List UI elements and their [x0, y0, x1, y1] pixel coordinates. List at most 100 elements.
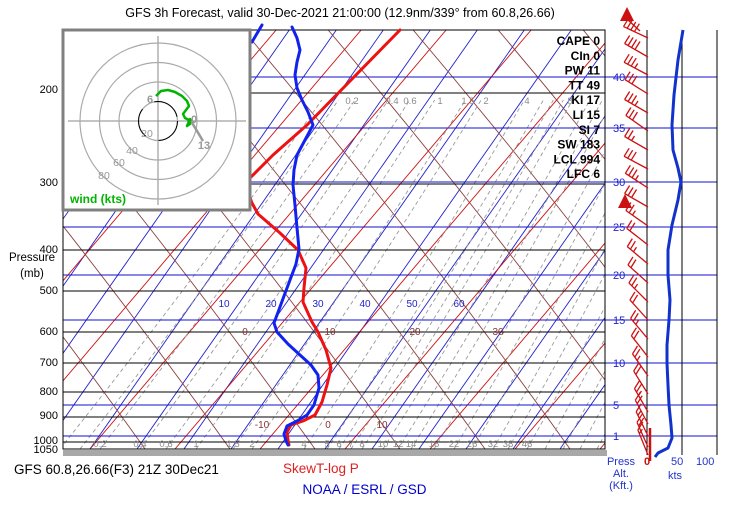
wind-barb-staff: [636, 422, 649, 448]
wind-barb-feather: [628, 167, 635, 176]
wind-barb: [623, 53, 649, 76]
pressure-tick-label: 700: [40, 357, 58, 369]
wind-barb-feather: [634, 41, 641, 50]
top-marker-tail: [627, 19, 641, 32]
wind-barb-feather: [631, 169, 638, 178]
hodograph-highlight-ring: [138, 101, 178, 141]
altitude-tick-label: 15: [613, 315, 625, 327]
wind-barb-half-feather: [634, 63, 639, 69]
dry-adiabat-line: [63, 119, 316, 449]
dry-adiabat-label: 10: [376, 420, 388, 431]
stability-index-value: LFC 6: [567, 167, 601, 181]
wind-barb-staff: [633, 388, 649, 413]
isotherm-line: [429, 242, 605, 449]
moist-adiabat-line: [371, 115, 605, 449]
altitude-tick-label: 5: [613, 400, 619, 412]
mixing-ratio-label: 1.5: [461, 96, 474, 107]
mixing-ratio-line: [63, 99, 323, 446]
isotherm-line: [0, 30, 21, 449]
hodograph-forecast-tail: [189, 120, 205, 142]
dry-adiabat-label: 10: [324, 327, 336, 338]
wind-barb-feather: [624, 71, 631, 81]
level-marker-triangle: [620, 7, 634, 21]
wind-barb-feather: [630, 259, 637, 268]
stability-index-value: SW 183: [557, 138, 600, 152]
wind-barb-feather: [624, 164, 631, 174]
level-marker-triangle: [618, 194, 632, 208]
wind-barb-feather: [628, 274, 635, 284]
mixing-ratio-line: [410, 114, 605, 449]
wind-barb: [625, 107, 649, 132]
wind-barb-feather: [628, 109, 635, 119]
wind-barb-feather: [632, 313, 639, 322]
stability-index-value: KI 17: [571, 93, 600, 107]
wind-barb-feather: [626, 238, 633, 247]
wind-barb: [624, 35, 649, 58]
dry-adiabat-label: 0: [242, 327, 248, 338]
wind-barb-staff: [625, 209, 649, 227]
mixing-ratio-label: 8: [567, 96, 572, 107]
wind-barb-feather: [627, 37, 634, 46]
wind-barb-feather: [630, 327, 637, 337]
moist-adiabat-line: [63, 30, 337, 422]
wind-barb: [623, 147, 649, 170]
wind-barb-staff: [630, 335, 649, 358]
moist-adiabat-line: [183, 30, 478, 449]
wind-barb: [626, 238, 649, 265]
wind-barb-feather: [631, 111, 638, 121]
wind-barb-feather: [630, 21, 637, 31]
hodograph-trace-label: 0: [191, 114, 197, 126]
wind-barb-feather: [624, 128, 631, 137]
wind-barb-half-feather: [635, 319, 640, 325]
wind-barb: [624, 185, 649, 208]
mixing-ratio-line: [79, 99, 339, 449]
wind-barb-feather: [624, 91, 631, 100]
wind-barb-feather: [629, 240, 636, 250]
wind-barb-staff: [634, 399, 649, 425]
wind-barb: [626, 220, 649, 246]
mixing-ratio-label: 32: [488, 439, 499, 450]
ground-bar: [63, 450, 607, 456]
wind-barb-feather: [627, 187, 634, 196]
moist-adiabat-line: [89, 30, 384, 449]
pressure-axis-title: Pressure: [8, 252, 56, 264]
mixing-ratio-label: 2: [249, 439, 254, 450]
moist-adiabat-label: 20: [265, 299, 277, 310]
wind-barb: [627, 256, 649, 284]
model-run-label: GFS 60.8,26.66(F3) 21Z 30Dec21: [14, 462, 219, 477]
mixing-ratio-label: 2: [483, 96, 488, 107]
wind-barb: [624, 91, 649, 114]
mixing-ratio-line: [326, 99, 544, 449]
wind-barb: [624, 128, 649, 151]
mixing-ratio-label: 0.2: [93, 439, 106, 450]
dewpoint-curve: [272, 25, 321, 447]
wind-barb-half-feather: [632, 246, 637, 253]
stability-index-value: PW 11: [565, 64, 601, 78]
mixing-ratio-label: 0.6: [403, 96, 416, 107]
stability-index-value: CIn 0: [571, 49, 601, 63]
mixing-ratio-label: 10: [378, 439, 389, 450]
hodograph-frame: [61, 28, 252, 212]
wind-barb-feather: [624, 185, 631, 194]
wind-barb-feather: [635, 383, 643, 393]
wind-barb-feather: [626, 19, 633, 29]
wind-barb-feather: [632, 294, 639, 304]
wind-barb-feather: [634, 391, 641, 401]
mixing-ratio-label: 0.6: [159, 439, 172, 450]
hodograph-axis-label: wind (kts): [69, 192, 126, 206]
moist-adiabat-line: [136, 30, 431, 449]
wind-barb-staff: [626, 246, 649, 265]
press-alt-axis-title-line1: Press Alt.: [606, 456, 636, 480]
wind-barb: [630, 309, 649, 340]
speed-tick-50: 50: [671, 456, 684, 468]
wind-barb: [636, 413, 649, 448]
wind-barb: [633, 362, 649, 395]
mixing-ratio-line: [303, 99, 525, 449]
stability-index-value: CAPE 0: [557, 34, 601, 48]
wind-barb-staff: [633, 370, 649, 395]
isotherm-line: [514, 342, 605, 449]
mixing-ratio-line: [99, 99, 356, 449]
wind-barb-staff: [626, 227, 649, 246]
